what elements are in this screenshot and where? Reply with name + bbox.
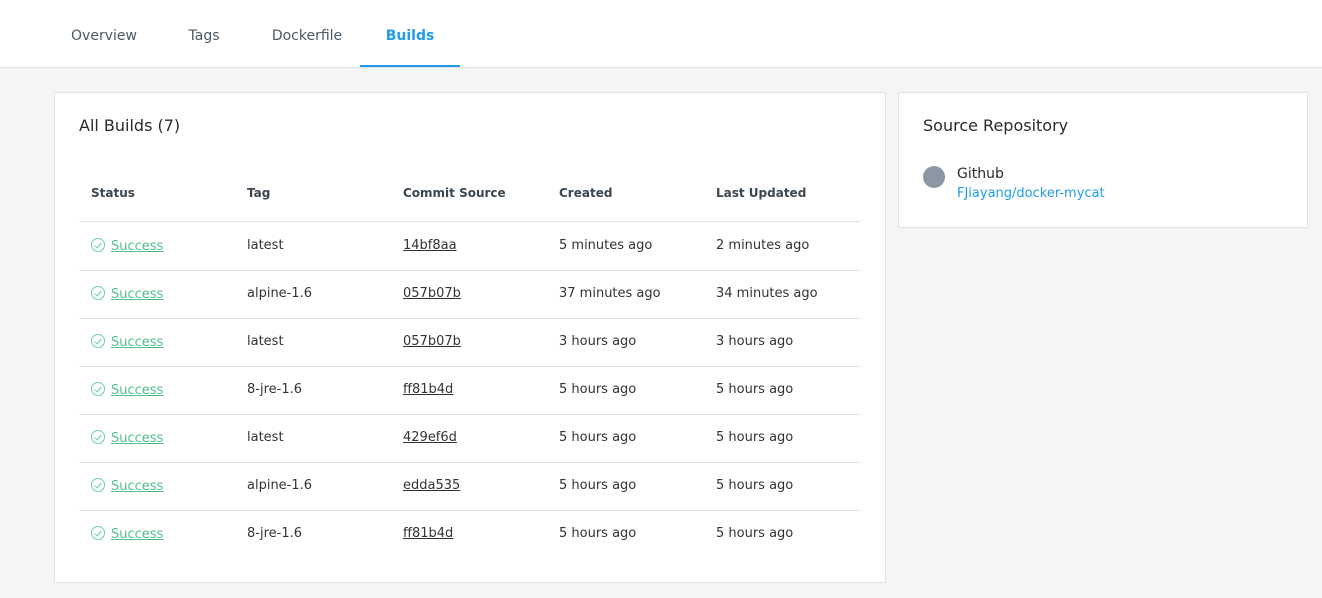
all-builds-card: All Builds (7) Status Tag Commit Source Cre… <box>54 92 886 583</box>
created-cell: 5 minutes ago <box>559 238 653 253</box>
commit-link[interactable]: 057b07b <box>403 334 461 349</box>
tag-cell: 8-jre-1.6 <box>247 382 302 397</box>
source-title: Source Repository <box>923 116 1069 135</box>
divider <box>79 270 861 271</box>
updated-cell: 5 hours ago <box>716 382 794 397</box>
tab-overview[interactable]: Overview <box>71 28 137 44</box>
status-cell: Success <box>91 478 163 494</box>
column-header: Commit Source <box>403 186 506 200</box>
divider <box>79 462 861 463</box>
tab-dockerfile[interactable]: Dockerfile <box>271 28 343 44</box>
check-circle-icon <box>91 430 105 444</box>
source-repository-card: Source Repository Github FJiayang/docker… <box>898 92 1308 228</box>
check-circle-icon <box>91 526 105 540</box>
status-cell: Success <box>91 526 163 542</box>
tab-tags[interactable]: Tags <box>188 28 220 44</box>
divider <box>79 318 861 319</box>
divider <box>79 366 861 367</box>
divider <box>79 221 861 222</box>
updated-cell: 3 hours ago <box>716 334 794 349</box>
updated-cell: 34 minutes ago <box>716 286 818 301</box>
divider <box>79 510 861 511</box>
created-cell: 5 hours ago <box>559 526 637 541</box>
commit-link[interactable]: edda535 <box>403 478 461 493</box>
created-cell: 37 minutes ago <box>559 286 661 301</box>
status-link[interactable]: Success <box>111 287 164 302</box>
status-cell: Success <box>91 238 163 254</box>
tag-cell: latest <box>247 334 284 349</box>
check-circle-icon <box>91 286 105 300</box>
check-circle-icon <box>91 478 105 492</box>
status-link[interactable]: Success <box>111 383 164 398</box>
column-header: Status <box>91 186 135 200</box>
created-cell: 5 hours ago <box>559 430 637 445</box>
tab-builds[interactable]: Builds <box>360 0 460 67</box>
status-link[interactable]: Success <box>111 239 164 254</box>
updated-cell: 5 hours ago <box>716 526 794 541</box>
tag-cell: 8-jre-1.6 <box>247 526 302 541</box>
column-header: Tag <box>247 186 271 200</box>
status-link[interactable]: Success <box>111 431 164 446</box>
builds-title: All Builds (7) <box>79 116 181 135</box>
tag-cell: alpine-1.6 <box>247 478 313 493</box>
commit-link[interactable]: ff81b4d <box>403 526 454 541</box>
column-header: Created <box>559 186 613 200</box>
provider-name: Github <box>957 166 1004 182</box>
status-cell: Success <box>91 430 163 446</box>
tag-cell: latest <box>247 430 284 445</box>
status-cell: Success <box>91 382 163 398</box>
updated-cell: 5 hours ago <box>716 478 794 493</box>
status-link[interactable]: Success <box>111 335 164 350</box>
status-cell: Success <box>91 334 163 350</box>
check-circle-icon <box>91 238 105 252</box>
top-nav: Overview Tags Dockerfile Builds <box>0 0 1322 68</box>
check-circle-icon <box>91 382 105 396</box>
status-link[interactable]: Success <box>111 479 164 494</box>
commit-link[interactable]: ff81b4d <box>403 382 454 397</box>
tag-cell: latest <box>247 238 284 253</box>
created-cell: 3 hours ago <box>559 334 637 349</box>
status-cell: Success <box>91 286 163 302</box>
commit-link[interactable]: 14bf8aa <box>403 238 457 253</box>
column-header: Last Updated <box>716 186 807 200</box>
created-cell: 5 hours ago <box>559 478 637 493</box>
divider <box>79 414 861 415</box>
check-circle-icon <box>91 334 105 348</box>
tag-cell: alpine-1.6 <box>247 286 313 301</box>
commit-link[interactable]: 429ef6d <box>403 430 457 445</box>
created-cell: 5 hours ago <box>559 382 637 397</box>
github-icon <box>923 166 945 188</box>
status-link[interactable]: Success <box>111 527 164 542</box>
repo-link[interactable]: FJiayang/docker-mycat <box>957 186 1105 201</box>
updated-cell: 5 hours ago <box>716 430 794 445</box>
updated-cell: 2 minutes ago <box>716 238 810 253</box>
commit-link[interactable]: 057b07b <box>403 286 461 301</box>
